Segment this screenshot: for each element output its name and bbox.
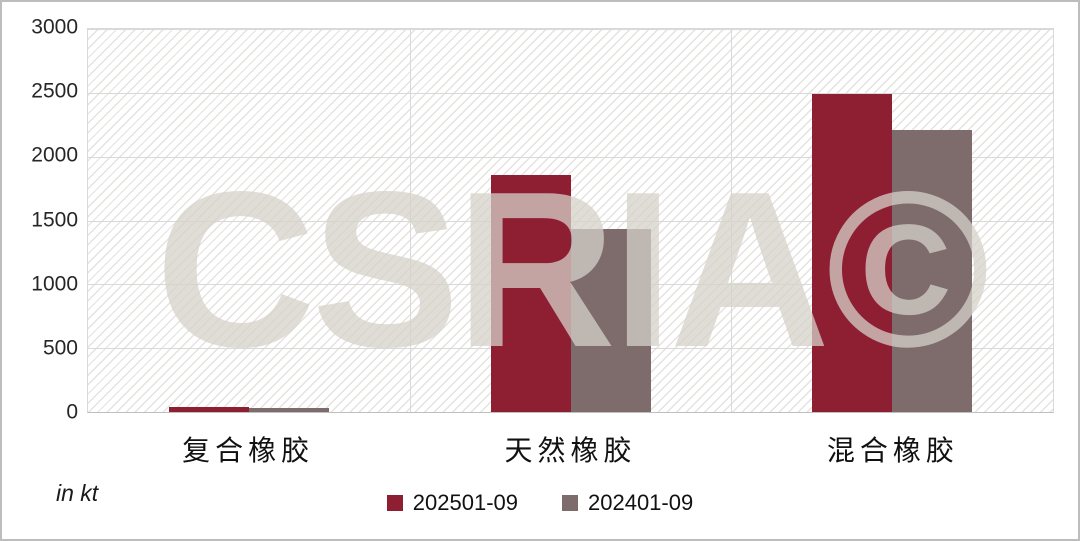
gridline-vertical <box>731 29 733 412</box>
y-tick-label: 500 <box>42 336 78 360</box>
gridline-horizontal <box>88 92 1053 94</box>
gridline-horizontal <box>88 220 1053 222</box>
y-tick-label: 0 <box>66 400 78 424</box>
category-axis: 复合橡胶 天然橡胶 混合橡胶 <box>87 429 1054 469</box>
category-label: 天然橡胶 <box>504 435 637 466</box>
plot-area: CSRIA© <box>87 28 1054 413</box>
y-tick-label: 1000 <box>31 272 78 296</box>
y-axis: 0 500 1000 1500 2000 2500 3000 <box>2 16 78 424</box>
bar-202401-09 <box>892 129 973 412</box>
bar-group-复合橡胶 <box>88 29 410 412</box>
category-label: 复合橡胶 <box>182 435 315 466</box>
bars-layer <box>88 29 1053 412</box>
y-tick-label: 1500 <box>31 208 78 232</box>
bar-202501-09 <box>490 174 571 412</box>
y-tick-label: 2500 <box>31 79 78 103</box>
legend: 202501-09 202401-09 <box>2 490 1078 516</box>
category-label: 混合橡胶 <box>826 435 959 466</box>
y-tick-label: 2000 <box>31 143 78 167</box>
gridline-vertical <box>409 29 411 412</box>
bar-group-混合橡胶 <box>731 29 1053 412</box>
bar-202501-09 <box>812 94 893 412</box>
legend-swatch-icon <box>386 495 403 511</box>
legend-label: 202401-09 <box>588 490 694 515</box>
bar-202501-09 <box>168 406 249 412</box>
unit-label: in kt <box>56 480 99 506</box>
legend-item: 202501-09 <box>386 490 518 516</box>
bar-202401-09 <box>248 407 329 412</box>
legend-label: 202501-09 <box>412 490 518 515</box>
legend-item: 202401-09 <box>562 490 693 516</box>
legend-swatch-icon <box>562 495 578 511</box>
y-tick-label: 3000 <box>31 15 78 39</box>
gridline-horizontal <box>88 29 1053 30</box>
bar-group-天然橡胶 <box>410 29 732 412</box>
gridline-horizontal <box>88 156 1053 158</box>
bar-202401-09 <box>570 229 651 412</box>
